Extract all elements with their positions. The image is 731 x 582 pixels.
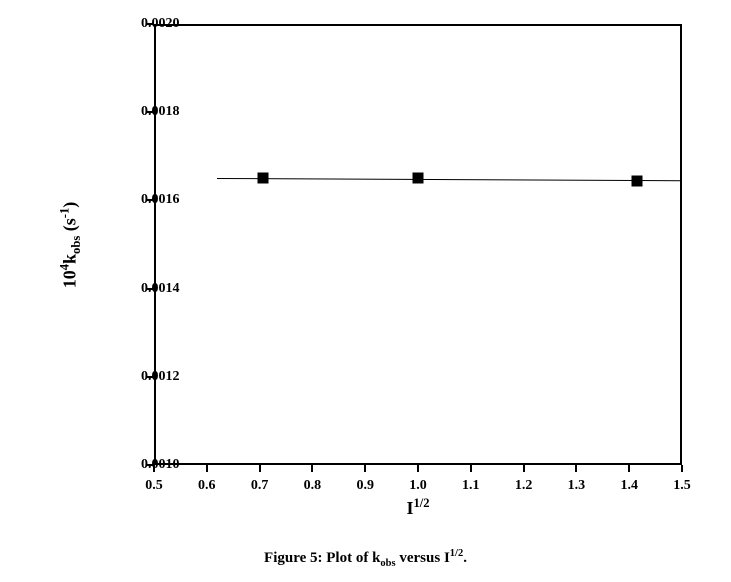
x-tick <box>364 465 366 472</box>
data-marker <box>258 173 269 184</box>
y-axis-title-pre: 10 <box>59 270 79 288</box>
x-tick-label: 0.9 <box>356 478 374 494</box>
y-axis-title: 104kobs (s-1) <box>57 201 84 288</box>
x-tick <box>259 465 261 472</box>
caption-post: . <box>463 550 467 566</box>
x-tick-label: 1.0 <box>409 478 427 494</box>
x-tick <box>681 465 683 472</box>
x-tick-label: 0.8 <box>304 478 322 494</box>
x-tick <box>470 465 472 472</box>
plot-area: 0.50.60.70.80.91.01.11.21.31.41.50.00100… <box>154 24 682 465</box>
y-axis-title-pre-sup: 4 <box>57 263 71 269</box>
figure-container: 0.50.60.70.80.91.01.11.21.31.41.50.00100… <box>0 0 731 582</box>
x-axis-title-sup: 1/2 <box>413 496 429 510</box>
figure-caption: Figure 5: Plot of kobs versus I1/2. <box>0 548 731 569</box>
plot-border <box>154 24 682 465</box>
x-tick <box>628 465 630 472</box>
y-axis-title-post-sup: -1 <box>57 207 71 218</box>
caption-sup1: 1/2 <box>450 548 463 559</box>
x-tick-label: 1.2 <box>515 478 533 494</box>
caption-mid: versus I <box>396 550 450 566</box>
x-tick <box>523 465 525 472</box>
y-axis-title-mid: k <box>59 253 79 263</box>
x-tick-label: 1.3 <box>568 478 586 494</box>
caption-sub1: obs <box>380 558 395 569</box>
data-marker <box>631 175 642 186</box>
y-axis-title-post: (s <box>59 218 79 236</box>
x-tick-label: 0.7 <box>251 478 269 494</box>
caption-pre: Figure 5: Plot of k <box>264 550 380 566</box>
x-tick <box>575 465 577 472</box>
x-tick <box>311 465 313 472</box>
x-tick-label: 0.6 <box>198 478 216 494</box>
y-axis-title-close: ) <box>59 201 79 207</box>
x-axis-title: I1/2 <box>406 496 429 519</box>
x-tick-label: 0.5 <box>145 478 163 494</box>
x-tick <box>417 465 419 472</box>
x-tick-label: 1.4 <box>620 478 638 494</box>
x-tick-label: 1.1 <box>462 478 480 494</box>
x-tick-label: 1.5 <box>673 478 691 494</box>
x-axis-title-base: I <box>406 498 413 518</box>
data-marker <box>413 173 424 184</box>
x-tick <box>206 465 208 472</box>
y-axis-title-mid-sub: obs <box>69 235 83 253</box>
